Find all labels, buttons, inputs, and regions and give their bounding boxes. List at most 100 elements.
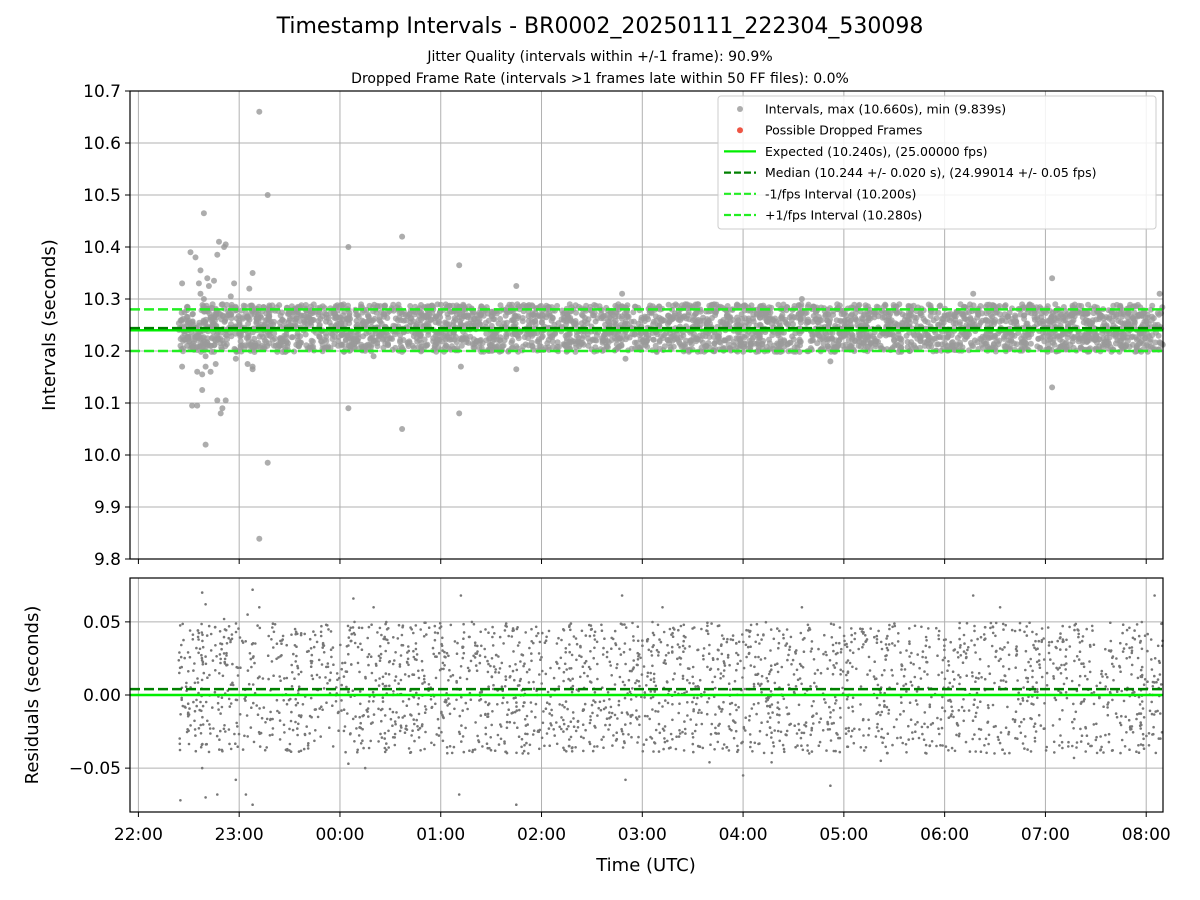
residual-point: [384, 649, 388, 653]
residual-point: [628, 648, 632, 651]
residual-point: [1118, 721, 1122, 725]
residual-point: [1130, 649, 1134, 652]
interval-point: [883, 317, 890, 324]
residual-point: [344, 750, 347, 754]
residual-point: [1007, 730, 1011, 734]
interval-point: [624, 313, 630, 319]
residual-point: [436, 717, 440, 721]
residual-point: [379, 652, 383, 656]
interval-point: [497, 315, 504, 322]
residual-point: [850, 627, 853, 630]
interval-point: [180, 315, 186, 322]
residual-point: [979, 750, 983, 753]
residual-point: [388, 684, 391, 688]
residual-point: [1119, 751, 1122, 755]
residual-point: [532, 729, 536, 732]
interval-point: [1099, 341, 1106, 348]
residual-point: [215, 734, 219, 738]
residual-point: [834, 749, 837, 753]
residual-point: [1033, 722, 1037, 725]
residual-point: [557, 685, 561, 688]
residual-point: [643, 696, 646, 699]
interval-point: [600, 346, 607, 353]
residual-point: [327, 628, 330, 631]
residual-point: [598, 700, 602, 704]
residual-point: [1099, 748, 1103, 751]
residual-point: [1151, 733, 1154, 736]
interval-point: [977, 335, 984, 342]
residual-point: [907, 738, 910, 741]
residual-point: [823, 633, 826, 637]
residual-point: [432, 743, 436, 747]
residual-point: [431, 646, 435, 650]
residual-point: [491, 625, 494, 629]
residual-point: [829, 739, 833, 742]
residual-point: [804, 721, 808, 724]
residual-point: [234, 622, 238, 625]
residual-point: [686, 678, 689, 682]
residual-point: [1085, 627, 1088, 631]
residual-point: [629, 698, 633, 701]
residual-point: [638, 723, 641, 727]
residual-point: [248, 652, 252, 655]
residual-point: [252, 740, 256, 744]
residual-point: [462, 651, 466, 655]
residual-point: [742, 666, 746, 670]
residual-point: [422, 677, 426, 681]
interval-point: [991, 332, 998, 339]
residual-point: [1016, 737, 1019, 740]
residual-point: [1149, 638, 1153, 641]
interval-point: [996, 337, 1003, 344]
residual-point: [686, 714, 689, 717]
residual-point: [722, 637, 725, 641]
residual-point: [331, 745, 335, 748]
residual-point: [936, 716, 939, 720]
residual-point: [525, 670, 529, 674]
residual-point: [305, 725, 309, 728]
interval-point: [346, 342, 353, 349]
interval-point: [771, 342, 778, 349]
residual-point: [1042, 658, 1046, 661]
residual-point: [716, 648, 720, 652]
residual-point: [198, 647, 202, 651]
interval-point: [317, 334, 323, 341]
residual-point: [692, 696, 696, 700]
residual-point: [607, 728, 610, 731]
residual-point: [245, 714, 249, 717]
residual-point: [201, 704, 205, 708]
interval-point: [905, 312, 912, 319]
residual-point: [407, 645, 410, 648]
residual-point: [769, 628, 773, 631]
interval-point: [1040, 318, 1047, 325]
interval-point: [463, 321, 470, 328]
interval-point: [1049, 339, 1056, 346]
residual-point: [950, 713, 953, 716]
residual-point: [657, 654, 660, 657]
residual-point: [563, 705, 566, 709]
interval-point: [830, 340, 837, 347]
residual-point: [682, 749, 686, 752]
interval-point: [209, 301, 216, 308]
residual-point: [377, 740, 380, 743]
residual-point: [632, 666, 635, 669]
residual-point: [908, 642, 911, 646]
residual-point: [876, 683, 880, 687]
residual-point: [923, 670, 926, 673]
residual-point: [240, 639, 244, 643]
interval-point: [1011, 318, 1018, 325]
residual-point: [755, 712, 758, 716]
interval-point: [610, 312, 617, 318]
residual-point: [316, 715, 320, 719]
interval-point: [715, 333, 722, 340]
residual-point: [728, 688, 732, 691]
residual-point: [928, 645, 931, 649]
residual-point: [864, 746, 868, 749]
residual-point: [218, 748, 221, 751]
residual-point: [747, 651, 751, 655]
residual-point: [1044, 749, 1048, 752]
residual-point: [448, 668, 451, 672]
residual-point: [466, 707, 469, 711]
residual-point: [179, 713, 182, 716]
interval-outlier-point: [200, 296, 207, 302]
interval-point: [578, 320, 585, 327]
